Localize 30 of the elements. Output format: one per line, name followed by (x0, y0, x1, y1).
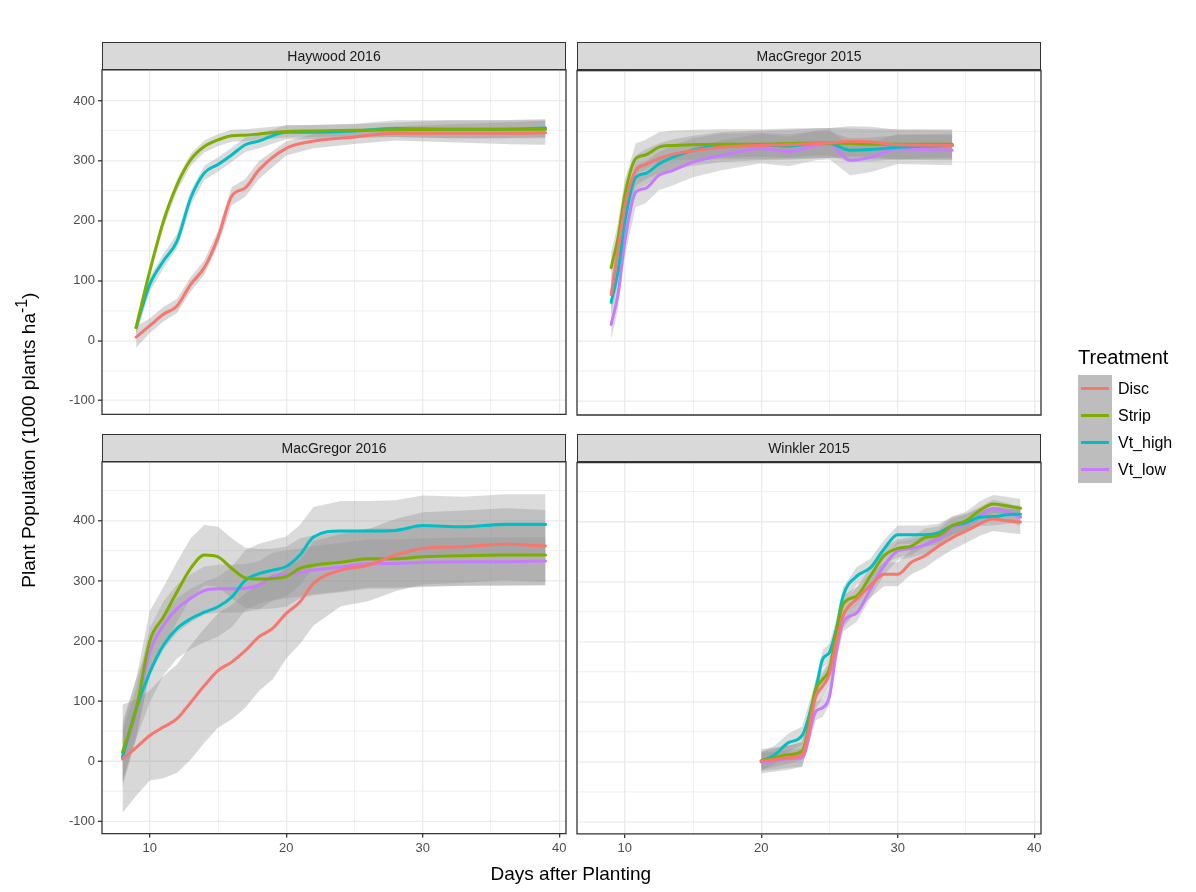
y-tick-label: 400 (73, 512, 95, 528)
chart-title: MacGregor 2015 (577, 42, 1041, 70)
y-tick-label: -100 (68, 813, 95, 829)
legend-label: Disc (1117, 378, 1151, 399)
y-tick-label: 100 (73, 692, 95, 708)
y-tick-label: -100 (68, 392, 95, 408)
legend-label: Vt_low (1117, 459, 1168, 480)
y-tick-label: 200 (73, 632, 95, 648)
x-tick-label: 20 (279, 840, 294, 856)
x-tick-label: 40 (551, 840, 567, 856)
y-tick-label: 100 (73, 272, 95, 288)
x-tick-label: 40 (1026, 839, 1042, 855)
y-tick-label: 0 (87, 332, 95, 348)
legend-label: Strip (1117, 405, 1152, 426)
legend-title: Treatment (1078, 346, 1170, 369)
legend-label: Vt_high (1117, 432, 1173, 453)
x-tick-label: 10 (617, 839, 632, 855)
chart-title: MacGregor 2016 (102, 434, 566, 462)
chart-title: Winkler 2015 (577, 434, 1041, 462)
y-tick-label: 200 (73, 212, 95, 228)
y-tick-label: 300 (73, 572, 95, 588)
chart-title: Haywood 2016 (102, 42, 566, 70)
x-tick-label: 20 (754, 839, 769, 855)
y-tick-label: 400 (73, 92, 95, 108)
x-axis-title: Days after Planting (490, 863, 652, 885)
y-tick-label: 300 (73, 152, 95, 168)
y-tick-label: 0 (87, 753, 95, 769)
x-tick-label: 30 (890, 839, 905, 855)
x-tick-label: 10 (142, 840, 157, 856)
x-tick-label: 30 (415, 840, 430, 856)
